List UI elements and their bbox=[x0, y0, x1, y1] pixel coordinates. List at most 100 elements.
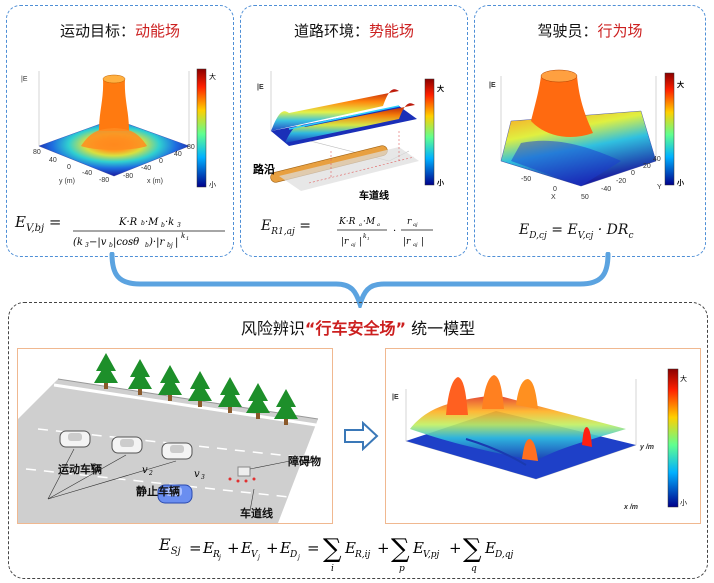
kinetic-tick: -40 bbox=[82, 170, 92, 177]
safety-field: |E x /m y /m 大 小 bbox=[385, 348, 701, 524]
behavior-zlabel: |E bbox=[489, 82, 496, 89]
potential-colorbar-max: 大 bbox=[437, 84, 444, 93]
svg-text:i: i bbox=[331, 564, 334, 573]
behavior-tick: -20 bbox=[616, 178, 626, 185]
svg-text:a: a bbox=[377, 222, 380, 228]
svg-text:E: E bbox=[279, 539, 291, 557]
velocity-label-2: v bbox=[142, 465, 148, 476]
kinetic-tick: 40 bbox=[174, 151, 182, 158]
svg-text:|cosθ: |cosθ bbox=[113, 237, 139, 248]
obstacle-label: 障碍物 bbox=[288, 455, 321, 468]
svg-text:1: 1 bbox=[367, 236, 370, 241]
unified-model-panel: 风险辨识“行车安全场” 统一模型 bbox=[8, 302, 708, 579]
kinetic-title-prefix: 运动目标： bbox=[59, 22, 135, 40]
safety-colorbar-min: 小 bbox=[680, 498, 687, 507]
kinetic-formula-num: K·R bbox=[118, 217, 138, 228]
behavior-formula-lhs-sub: D,cj bbox=[529, 230, 547, 241]
static-car bbox=[157, 484, 193, 504]
transform-arrow bbox=[344, 421, 379, 451]
svg-text:a: a bbox=[359, 222, 362, 228]
traffic-scene: v 1 v 2 v 3 运动车辆 静止车辆 车道线 障碍物 bbox=[17, 348, 333, 524]
behavior-tick: 40 bbox=[653, 156, 661, 163]
moving-vehicles-label: 运动车辆 bbox=[58, 463, 102, 476]
behavior-title: 驾驶员：行为场 bbox=[475, 20, 705, 41]
svg-text:aj: aj bbox=[351, 242, 356, 248]
unified-title: 风险辨识“行车安全场” 统一模型 bbox=[9, 315, 707, 339]
behavior-panel: 驾驶员：行为场 |E -50 0 50 X bbox=[474, 5, 706, 257]
svg-text:j: j bbox=[296, 554, 300, 561]
moving-car-2 bbox=[111, 436, 143, 454]
kinetic-title: 运动目标：动能场 bbox=[7, 20, 233, 41]
behavior-ylabel: Y bbox=[657, 184, 662, 191]
svg-text:E: E bbox=[344, 539, 356, 557]
velocity-label-1: v bbox=[90, 461, 96, 472]
svg-text:·M: ·M bbox=[145, 217, 159, 228]
kinetic-title-highlight: 动能场 bbox=[135, 22, 181, 40]
svg-text:j: j bbox=[256, 554, 260, 561]
kinetic-tick: 0 bbox=[67, 164, 71, 171]
behavior-colorbar bbox=[664, 72, 675, 186]
svg-text:E: E bbox=[202, 539, 214, 557]
behavior-field-plot: |E -50 0 50 X -40 -20 0 20 40 Y 大 小 bbox=[489, 69, 684, 201]
behavior-formula-lhs: E bbox=[519, 222, 530, 238]
potential-curb-label: 路沿 bbox=[253, 162, 275, 176]
svg-text:D: D bbox=[289, 550, 297, 560]
svg-text:·k: ·k bbox=[165, 217, 174, 228]
kinetic-tick: -80 bbox=[99, 177, 109, 184]
velocity-sub-2: 2 bbox=[148, 470, 153, 477]
behavior-formula: ED,cj = EV,cj · DRc bbox=[519, 222, 633, 241]
svg-text:+: + bbox=[266, 539, 279, 557]
safety-zlabel: |E bbox=[392, 394, 399, 401]
velocity-sub-1: 1 bbox=[97, 466, 101, 473]
svg-text:|: | bbox=[421, 237, 424, 247]
kinetic-formula-den: (k bbox=[73, 237, 83, 248]
kinetic-tick: 40 bbox=[49, 157, 57, 164]
svg-text:E: E bbox=[240, 539, 252, 557]
svg-text:=: = bbox=[189, 539, 202, 557]
behavior-colorbar-min: 小 bbox=[676, 178, 684, 187]
svg-text:j: j bbox=[217, 554, 221, 561]
safety-field-plot: |E x /m y /m 大 小 bbox=[392, 368, 687, 511]
svg-text:+: + bbox=[377, 539, 390, 557]
behavior-xlabel: X bbox=[551, 194, 556, 201]
svg-text:·M: ·M bbox=[363, 217, 376, 227]
potential-colorbar-min: 小 bbox=[436, 178, 444, 187]
behavior-formula-mid: = E bbox=[546, 222, 578, 238]
kinetic-field-plot: |E y (m) x (m) 80 40 0 -40 -80 -80 -40 0… bbox=[21, 68, 216, 189]
potential-formula-lhs: E bbox=[261, 218, 272, 234]
behavior-colorbar-max: 大 bbox=[677, 80, 684, 89]
kinetic-tick: 80 bbox=[187, 144, 195, 151]
svg-text:b: b bbox=[161, 222, 165, 229]
svg-text:V,pj: V,pj bbox=[423, 550, 440, 560]
potential-zlabel: |E bbox=[257, 84, 264, 91]
moving-car-3 bbox=[161, 442, 193, 460]
svg-text:aj: aj bbox=[413, 222, 418, 228]
kinetic-tick: -40 bbox=[141, 165, 151, 172]
svg-text:∑: ∑ bbox=[463, 534, 482, 564]
safety-ylabel: y /m bbox=[639, 444, 654, 451]
potential-title: 道路环境：势能场 bbox=[241, 20, 467, 41]
safety-colorbar-max: 大 bbox=[680, 374, 687, 383]
svg-text:|: | bbox=[175, 237, 178, 248]
potential-lane-label: 车道线 bbox=[359, 189, 389, 202]
svg-text:∑: ∑ bbox=[391, 534, 410, 564]
combine-bracket bbox=[109, 252, 611, 308]
safety-xlabel: x /m bbox=[623, 504, 638, 511]
unified-formula-lhs-sub: Sj bbox=[170, 546, 181, 558]
kinetic-colorbar-max: 大 bbox=[209, 72, 216, 81]
svg-text:K·R: K·R bbox=[338, 217, 356, 227]
unified-title-suffix: 统一模型 bbox=[411, 319, 476, 338]
svg-text:−|v: −|v bbox=[89, 237, 107, 248]
behavior-formula-mid-sub: V,cj bbox=[577, 230, 594, 241]
kinetic-tick: -80 bbox=[123, 173, 133, 180]
svg-text:1: 1 bbox=[186, 236, 189, 242]
behavior-title-highlight: 行为场 bbox=[597, 22, 643, 40]
svg-text:+: + bbox=[449, 539, 462, 557]
lane-line-label: 车道线 bbox=[240, 507, 273, 520]
kinetic-colorbar-min: 小 bbox=[209, 180, 216, 189]
behavior-formula-tail: · DR bbox=[593, 222, 629, 238]
kinetic-ylabel: y (m) bbox=[59, 178, 75, 185]
svg-text:=: = bbox=[307, 539, 320, 557]
potential-formula: ER1,aj = bbox=[261, 218, 311, 237]
